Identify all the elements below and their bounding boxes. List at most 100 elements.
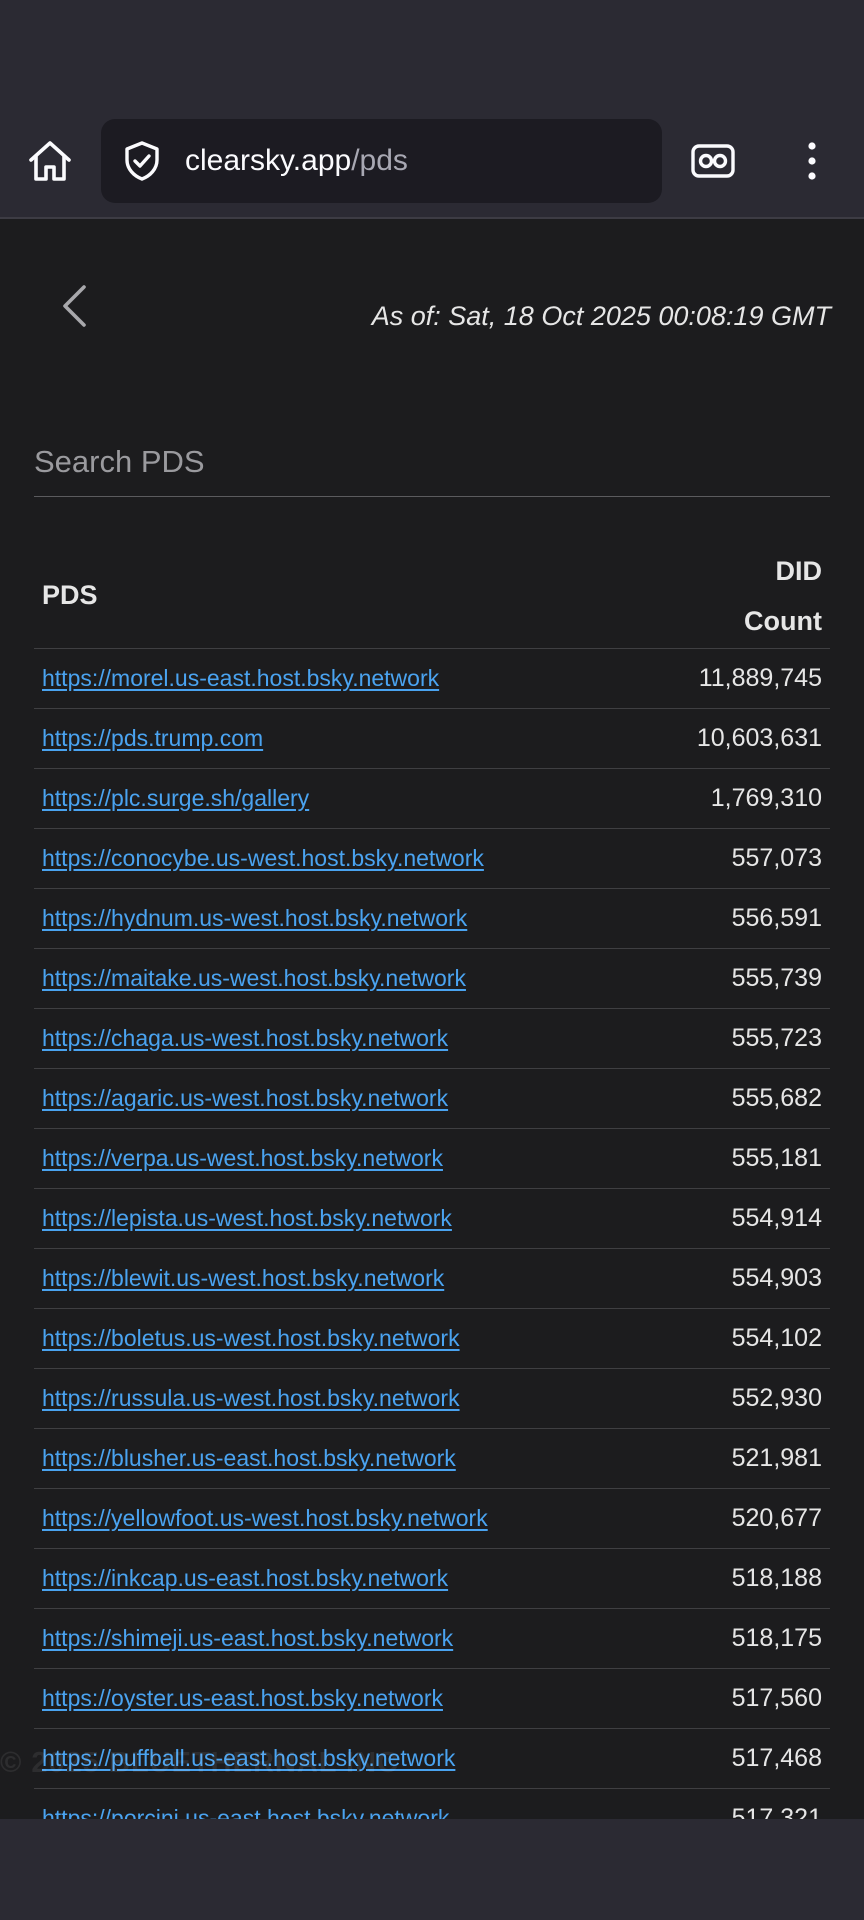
home-icon [29,141,71,181]
as-of-timestamp: As of: Sat, 18 Oct 2025 00:08:19 GMT [371,301,831,331]
more-menu-button[interactable] [790,130,834,192]
page-content: As of: Sat, 18 Oct 2025 00:08:19 GMT PDS… [0,219,864,1819]
pds-cell: https://boletus.us-west.host.bsky.networ… [34,1308,644,1369]
table-row: https://lepista.us-west.host.bsky.networ… [34,1188,830,1249]
pds-link[interactable]: https://hydnum.us-west.host.bsky.network [42,905,468,931]
chevron-left-icon [63,285,86,327]
pds-cell: https://oyster.us-east.host.bsky.network [34,1668,644,1729]
pds-link[interactable]: https://conocybe.us-west.host.bsky.netwo… [42,845,484,871]
system-nav-bar [0,1819,864,1920]
pds-cell: https://shimeji.us-east.host.bsky.networ… [34,1608,644,1669]
pds-cell: https://maitake.us-west.host.bsky.networ… [34,948,644,1009]
shield-check-icon[interactable] [121,140,163,182]
pds-link[interactable]: https://pds.trump.com [42,725,264,751]
did-count-cell: 517,321 [643,1788,830,1819]
search-field[interactable] [34,427,830,497]
table-body: https://morel.us-east.host.bsky.network 1… [34,648,830,1819]
table-header-row: PDS DID Count [34,543,830,649]
table-row: https://maitake.us-west.host.bsky.networ… [34,948,830,1009]
did-count-cell: 1,769,310 [643,768,830,829]
pds-cell: https://yellowfoot.us-west.host.bsky.net… [34,1488,644,1549]
pds-link[interactable]: https://boletus.us-west.host.bsky.networ… [42,1325,460,1351]
did-count-cell: 555,739 [643,948,830,1009]
did-count-cell: 554,914 [643,1188,830,1249]
private-tabs-button[interactable] [686,134,740,188]
pds-link[interactable]: https://maitake.us-west.host.bsky.networ… [42,965,466,991]
pds-cell: https://pds.trump.com [34,708,644,769]
pds-cell: https://russula.us-west.host.bsky.networ… [34,1368,644,1429]
back-button[interactable] [52,279,96,333]
table-row: https://plc.surge.sh/gallery 1,769,310 [34,768,830,829]
copyright-watermark: © 2025 BLUETHERNAL INC [0,1747,399,1779]
url-domain: clearsky.app [185,144,352,177]
pds-cell: https://blewit.us-west.host.bsky.network [34,1248,644,1309]
table-row: https://shimeji.us-east.host.bsky.networ… [34,1608,830,1669]
pds-link[interactable]: https://lepista.us-west.host.bsky.networ… [42,1205,452,1231]
pds-link[interactable]: https://plc.surge.sh/gallery [42,785,310,811]
pds-cell: https://conocybe.us-west.host.bsky.netwo… [34,828,644,889]
did-count-cell: 517,560 [643,1668,830,1729]
column-header-did-count[interactable]: DID Count [643,543,830,649]
table-row: https://yellowfoot.us-west.host.bsky.net… [34,1488,830,1549]
pds-cell: https://inkcap.us-east.host.bsky.network [34,1548,644,1609]
home-button[interactable] [22,136,78,186]
table-row: https://pds.trump.com 10,603,631 [34,708,830,769]
did-count-cell: 517,468 [643,1728,830,1789]
more-vertical-icon [808,142,816,180]
pds-link[interactable]: https://blusher.us-east.host.bsky.networ… [42,1445,456,1471]
table-row: https://hydnum.us-west.host.bsky.network… [34,888,830,949]
pds-cell: https://agaric.us-west.host.bsky.network [34,1068,644,1129]
pds-link[interactable]: https://porcini.us-east.host.bsky.networ… [42,1805,450,1819]
pds-link[interactable]: https://yellowfoot.us-west.host.bsky.net… [42,1505,488,1531]
pds-link[interactable]: https://blewit.us-west.host.bsky.network [42,1265,445,1291]
search-input[interactable] [34,427,830,496]
url-bar[interactable]: clearsky.app/pds [101,119,662,203]
private-mask-icon [691,144,735,178]
pds-link[interactable]: https://oyster.us-east.host.bsky.network [42,1685,443,1711]
column-header-did: DID [775,555,823,586]
pds-cell: https://puffball.us-east.host.bsky.netwo… [34,1728,644,1789]
did-count-cell: 521,981 [643,1428,830,1489]
did-count-cell: 557,073 [643,828,830,889]
pds-cell: https://verpa.us-west.host.bsky.network [34,1128,644,1189]
url-path: /pds [351,144,408,177]
pds-link[interactable]: https://morel.us-east.host.bsky.network [42,665,440,691]
table-row: https://puffball.us-east.host.bsky.netwo… [34,1728,830,1789]
table-row: https://conocybe.us-west.host.bsky.netwo… [34,828,830,889]
pds-cell: https://chaga.us-west.host.bsky.network [34,1008,644,1069]
status-bar [0,0,864,100]
table-row: https://chaga.us-west.host.bsky.network 5… [34,1008,830,1069]
pds-link[interactable]: https://verpa.us-west.host.bsky.network [42,1145,443,1171]
did-count-cell: 518,188 [643,1548,830,1609]
did-count-cell: 554,903 [643,1248,830,1309]
pds-cell: https://blusher.us-east.host.bsky.networ… [34,1428,644,1489]
browser-toolbar: clearsky.app/pds [0,100,864,219]
did-count-cell: 556,591 [643,888,830,949]
did-count-cell: 10,603,631 [643,708,830,769]
pds-link[interactable]: https://inkcap.us-east.host.bsky.network [42,1565,449,1591]
pds-table: PDS DID Count https://morel.us-east.host… [34,543,830,1819]
table-row: https://oyster.us-east.host.bsky.network… [34,1668,830,1729]
pds-cell: https://hydnum.us-west.host.bsky.network [34,888,644,949]
table-row: https://blewit.us-west.host.bsky.network… [34,1248,830,1309]
table-row: https://verpa.us-west.host.bsky.network 5… [34,1128,830,1189]
table-row: https://morel.us-east.host.bsky.network 1… [34,648,830,709]
pds-link[interactable]: https://russula.us-west.host.bsky.networ… [42,1385,460,1411]
table-row: https://blusher.us-east.host.bsky.networ… [34,1428,830,1489]
table-row: https://inkcap.us-east.host.bsky.network… [34,1548,830,1609]
pds-link[interactable]: https://agaric.us-west.host.bsky.network [42,1085,449,1111]
pds-link[interactable]: https://chaga.us-west.host.bsky.network [42,1025,449,1051]
pds-link[interactable]: https://shimeji.us-east.host.bsky.networ… [42,1625,454,1651]
pds-cell: https://porcini.us-east.host.bsky.networ… [34,1788,644,1819]
pds-link[interactable]: https://puffball.us-east.host.bsky.netwo… [42,1745,456,1771]
column-header-count: Count [744,605,822,636]
url-text[interactable]: clearsky.app/pds [185,119,408,203]
table-row: https://russula.us-west.host.bsky.networ… [34,1368,830,1429]
column-header-pds[interactable]: PDS [34,543,644,649]
did-count-cell: 555,682 [643,1068,830,1129]
did-count-cell: 518,175 [643,1608,830,1669]
pds-cell: https://plc.surge.sh/gallery [34,768,644,829]
did-count-cell: 520,677 [643,1488,830,1549]
table-row: https://porcini.us-east.host.bsky.networ… [34,1788,830,1819]
table-row: https://boletus.us-west.host.bsky.networ… [34,1308,830,1369]
